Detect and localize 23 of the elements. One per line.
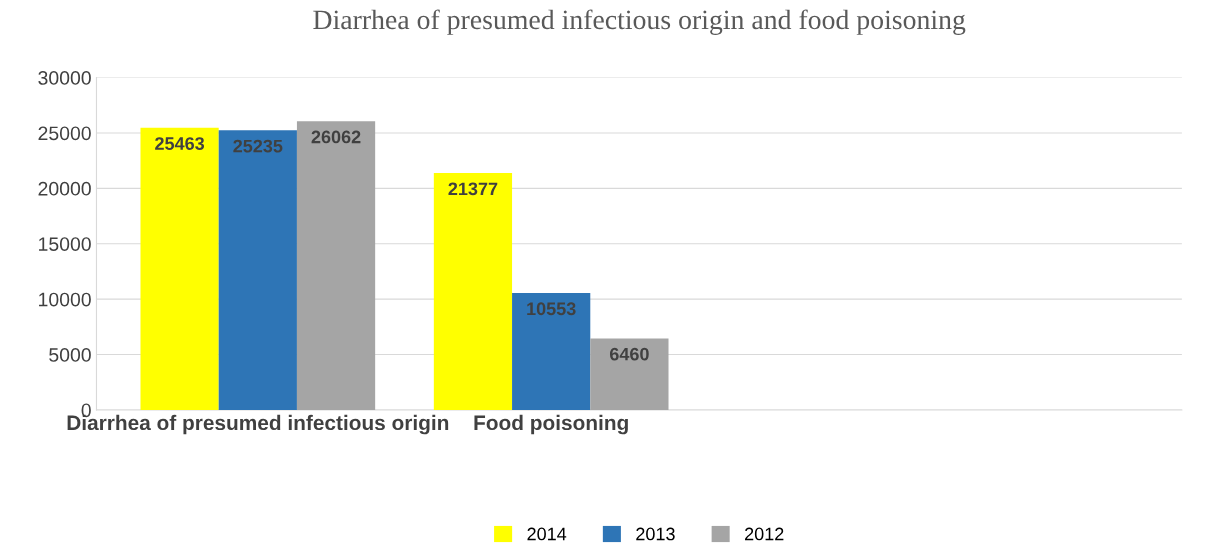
bar	[296, 121, 376, 410]
legend-label: 2014	[527, 527, 567, 541]
y-tick-label: 15000	[39, 237, 91, 251]
bar	[433, 173, 513, 410]
x-tick-label: Food poisoning	[474, 414, 628, 435]
legend-label: 2012	[745, 527, 784, 541]
legend-label: 2013	[636, 527, 675, 541]
data-label: 25235	[233, 139, 283, 153]
chart-title: Diarrhea of presumed infectious origin and food poisoning	[313, 9, 966, 35]
data-label: 10553	[527, 302, 576, 316]
data-label: 25463	[155, 137, 205, 150]
data-label: 6460	[609, 347, 649, 361]
y-tick-label: 10000	[39, 292, 91, 307]
bar	[590, 338, 669, 410]
y-tick-label: 5000	[49, 348, 91, 362]
bar	[512, 293, 591, 410]
y-tick-label: 30000	[38, 71, 91, 85]
data-label: 21377	[448, 182, 498, 196]
y-tick-label: 25000	[38, 126, 91, 141]
bar	[140, 127, 219, 410]
bar	[218, 130, 297, 410]
data-label: 26062	[311, 130, 361, 144]
y-tick-label: 20000	[38, 181, 91, 196]
